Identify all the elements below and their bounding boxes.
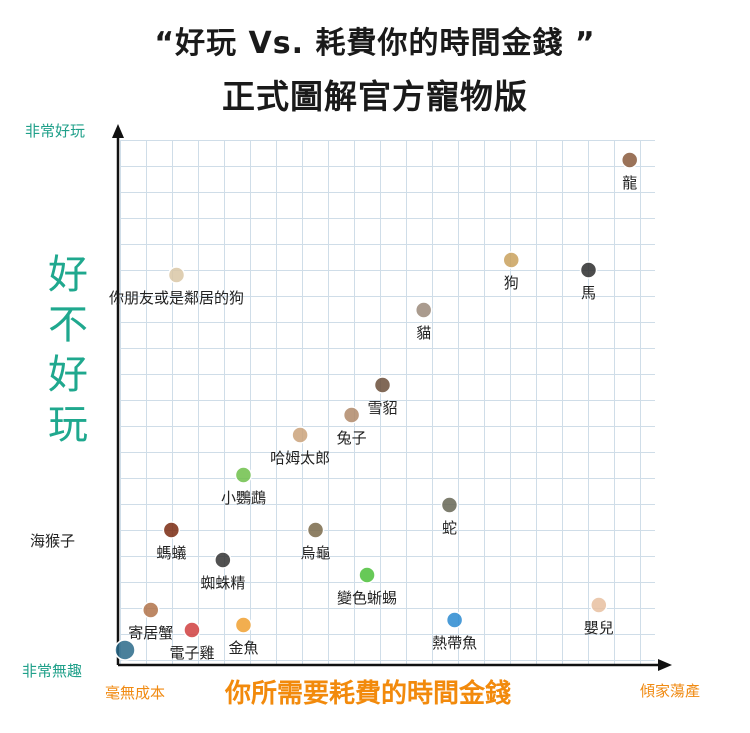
y-axis-title: 好 不 好 玩 [48, 250, 88, 450]
scatter-point [214, 551, 232, 569]
point-label: 馬 [581, 284, 597, 302]
point-label: 哈姆太郎 [270, 449, 331, 467]
y-axis-title-char: 不 [48, 302, 88, 348]
point-label: 小鸚鵡 [220, 489, 266, 507]
point-label: 寄居蟹 [128, 624, 174, 642]
point-label: 嬰兒 [583, 619, 614, 637]
plot-grid [120, 140, 655, 665]
x-axis-title: 你所需要耗費的時間金錢 [225, 679, 512, 709]
point-label: 狗 [503, 274, 519, 292]
chart-title: “好玩 Vs. 耗費你的時間金錢 ” [154, 26, 596, 61]
y-axis-top-label: 非常好玩 [25, 122, 86, 140]
point-label: 海猴子 [30, 532, 76, 550]
x-axis-right-label: 傾家蕩產 [640, 682, 701, 700]
scatter-point [373, 376, 392, 394]
point-label: 龍 [622, 174, 638, 192]
point-label: 烏龜 [300, 544, 331, 562]
scatter-point [234, 616, 253, 634]
y-axis-arrow [112, 124, 124, 138]
scatter-point [234, 466, 253, 484]
point-label: 螞蟻 [156, 544, 187, 562]
scatter-point [162, 521, 181, 539]
point-label: 熱帶魚 [432, 634, 478, 652]
point-label: 蛇 [441, 519, 457, 537]
x-axis-left-label: 毫無成本 [105, 684, 166, 702]
scatter-point [358, 566, 376, 584]
point-label: 變色蜥蜴 [337, 589, 398, 607]
point-label: 雪貂 [367, 399, 398, 417]
point-label: 兔子 [336, 429, 367, 447]
scatter-point [142, 601, 160, 619]
scatter-point [306, 521, 325, 539]
point-label: 蜘蛛精 [200, 574, 246, 592]
point-label: 電子雞 [169, 644, 215, 662]
point-label: 你朋友或是鄰居的狗 [109, 289, 245, 307]
scatter-point [590, 596, 608, 614]
y-axis-bottom-label: 非常無趣 [22, 662, 83, 680]
scatter-point [114, 639, 136, 661]
point-label: 貓 [416, 324, 432, 342]
y-axis-title-char: 好 [48, 252, 88, 298]
scatter-point [291, 426, 309, 444]
x-axis-arrow [658, 659, 672, 671]
scatter-point [167, 266, 186, 284]
chart-subtitle: 正式圖解官方寵物版 [222, 77, 528, 116]
y-axis-title-char: 玩 [48, 402, 88, 448]
scatter-point [445, 611, 464, 629]
scatter-point [579, 261, 598, 279]
scatter-point [183, 621, 201, 639]
scatter-point [502, 251, 520, 269]
scatter-point [440, 496, 459, 514]
y-axis-title-char: 好 [48, 352, 88, 398]
scatter-point [342, 406, 361, 424]
point-label: 金魚 [228, 639, 259, 657]
scatter-point [620, 151, 639, 169]
scatter-point [414, 301, 433, 319]
